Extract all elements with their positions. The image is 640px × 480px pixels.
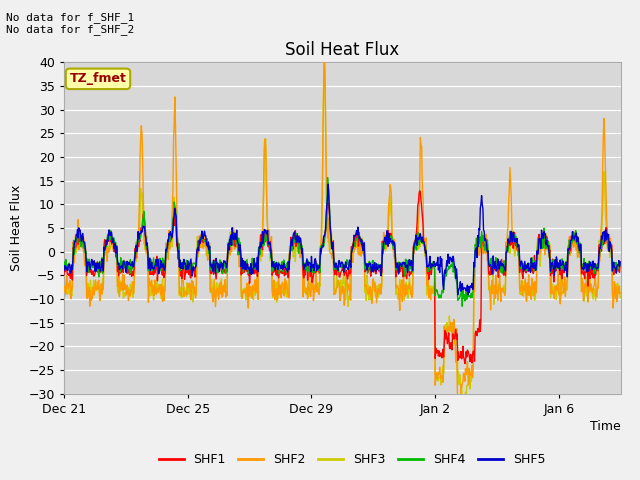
Title: Soil Heat Flux: Soil Heat Flux [285,41,399,60]
Legend: SHF1, SHF2, SHF3, SHF4, SHF5: SHF1, SHF2, SHF3, SHF4, SHF5 [154,448,550,471]
Y-axis label: Soil Heat Flux: Soil Heat Flux [10,185,23,271]
Text: Time: Time [590,420,621,433]
Text: No data for f_SHF_1
No data for f_SHF_2: No data for f_SHF_1 No data for f_SHF_2 [6,12,134,36]
Text: TZ_fmet: TZ_fmet [70,72,127,85]
